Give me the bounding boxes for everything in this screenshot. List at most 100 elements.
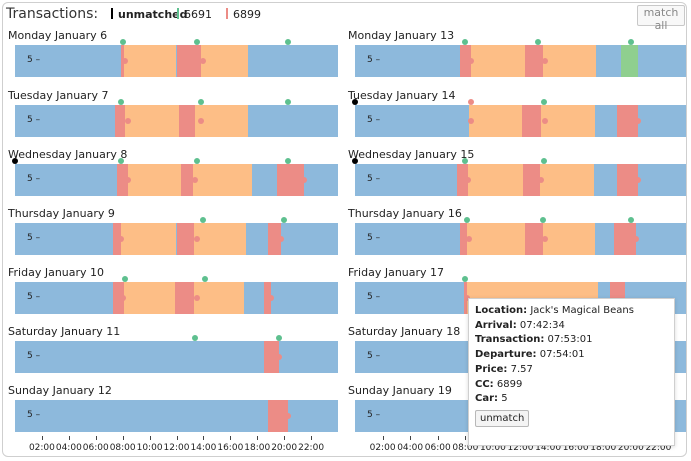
transaction-segment[interactable] — [524, 223, 543, 255]
transaction-dot-6691[interactable] — [627, 217, 634, 223]
transaction-dot-6899[interactable] — [193, 295, 200, 301]
transaction-dot-6899[interactable] — [278, 236, 285, 242]
transaction-segment[interactable] — [459, 45, 471, 77]
transaction-dot-6691[interactable] — [627, 39, 634, 45]
transaction-segment[interactable] — [263, 282, 271, 314]
purchase-segment[interactable] — [195, 105, 248, 137]
transaction-segment[interactable] — [521, 105, 542, 137]
transaction-dot-6899[interactable] — [463, 295, 470, 301]
purchase-segment[interactable] — [128, 164, 181, 196]
transaction-segment[interactable] — [459, 223, 467, 255]
day-timeline[interactable]: 5 – — [355, 217, 686, 255]
transaction-dot-6691[interactable] — [285, 158, 292, 164]
purchase-segment[interactable] — [470, 45, 525, 77]
day-timeline[interactable]: 5 – — [15, 400, 338, 432]
transaction-dot-6691[interactable] — [201, 276, 208, 282]
transaction-dot-6691[interactable] — [200, 217, 207, 223]
transaction-segment[interactable] — [621, 45, 638, 77]
day-timeline[interactable]: 5 – — [12, 158, 338, 196]
transaction-segment[interactable] — [523, 164, 540, 196]
transaction-dot-6691[interactable] — [535, 39, 542, 45]
transaction-segment[interactable] — [176, 45, 201, 77]
transaction-dot-6691[interactable] — [462, 39, 469, 45]
transaction-dot-6899[interactable] — [122, 58, 129, 64]
transaction-segment[interactable] — [263, 341, 279, 373]
transaction-segment[interactable] — [457, 164, 469, 196]
transaction-dot-6899[interactable] — [119, 295, 126, 301]
day-timeline[interactable]: 5 – — [15, 39, 338, 77]
transaction-dot-unmatched[interactable] — [352, 99, 358, 105]
transaction-segment[interactable] — [113, 223, 122, 255]
transaction-dot-6691[interactable] — [463, 217, 470, 223]
transaction-segment[interactable] — [179, 105, 196, 137]
transaction-segment[interactable] — [614, 223, 637, 255]
transaction-segment[interactable] — [268, 400, 289, 432]
purchase-segment[interactable] — [541, 105, 595, 137]
transaction-dot-6899[interactable] — [193, 236, 200, 242]
day-timeline[interactable]: 5 – — [15, 99, 338, 137]
transaction-segment[interactable] — [114, 105, 126, 137]
transaction-dot-6691[interactable] — [122, 276, 129, 282]
transaction-segment[interactable] — [113, 282, 124, 314]
transaction-segment[interactable] — [277, 164, 305, 196]
transaction-dot-6899[interactable] — [465, 177, 472, 183]
transaction-dot-6691[interactable] — [462, 158, 469, 164]
transaction-dot-6899[interactable] — [542, 58, 549, 64]
purchase-segment[interactable] — [192, 164, 252, 196]
day-timeline[interactable]: 5 – — [15, 335, 338, 373]
transaction-dot-6691[interactable] — [540, 99, 547, 105]
day-timeline[interactable]: 5 – — [15, 217, 338, 255]
transaction-segment[interactable] — [175, 282, 194, 314]
transaction-dot-6899[interactable] — [301, 177, 308, 183]
purchase-segment[interactable] — [539, 164, 594, 196]
purchase-segment[interactable] — [466, 223, 525, 255]
transaction-dot-6899[interactable] — [200, 58, 207, 64]
transaction-dot-6899[interactable] — [538, 177, 545, 183]
transaction-segment[interactable] — [617, 105, 638, 137]
transaction-dot-6691[interactable] — [192, 335, 199, 341]
day-timeline[interactable]: 5 – — [15, 276, 338, 314]
transaction-dot-6691[interactable] — [275, 335, 282, 341]
day-timeline[interactable]: 5 – — [352, 99, 686, 137]
purchase-segment[interactable] — [125, 105, 180, 137]
transaction-dot-6899[interactable] — [542, 118, 549, 124]
transaction-dot-6899[interactable] — [467, 99, 474, 105]
transaction-dot-6691[interactable] — [197, 99, 204, 105]
transaction-dot-6899[interactable] — [634, 177, 641, 183]
transaction-dot-6899[interactable] — [125, 177, 132, 183]
purchase-segment[interactable] — [542, 223, 595, 255]
transaction-dot-6899[interactable] — [197, 118, 204, 124]
transaction-dot-6899[interactable] — [118, 236, 125, 242]
match-all-button[interactable]: match all — [637, 5, 685, 32]
transaction-dot-6899[interactable] — [192, 177, 199, 183]
transaction-segment[interactable] — [268, 223, 282, 255]
transaction-dot-6899[interactable] — [275, 354, 282, 360]
transaction-segment[interactable] — [524, 45, 543, 77]
transaction-segment[interactable] — [617, 164, 638, 196]
purchase-segment[interactable] — [121, 223, 177, 255]
transaction-segment[interactable] — [180, 164, 193, 196]
transaction-dot-unmatched[interactable] — [352, 158, 358, 164]
transaction-dot-6691[interactable] — [540, 158, 547, 164]
purchase-segment[interactable] — [542, 45, 597, 77]
transaction-dot-unmatched[interactable] — [12, 158, 18, 164]
transaction-dot-6691[interactable] — [193, 39, 200, 45]
transaction-dot-6899[interactable] — [467, 58, 474, 64]
transaction-dot-6691[interactable] — [119, 39, 126, 45]
purchase-segment[interactable] — [469, 105, 522, 137]
purchase-segment[interactable] — [124, 282, 176, 314]
purchase-segment[interactable] — [193, 282, 244, 314]
transaction-dot-6691[interactable] — [462, 276, 469, 282]
transaction-dot-6691[interactable] — [118, 158, 125, 164]
transaction-segment[interactable] — [117, 164, 129, 196]
transaction-dot-6899[interactable] — [634, 118, 641, 124]
transaction-dot-6691[interactable] — [285, 39, 292, 45]
transaction-dot-6691[interactable] — [281, 217, 288, 223]
transaction-dot-6691[interactable] — [285, 99, 292, 105]
transaction-dot-6899[interactable] — [466, 236, 473, 242]
transaction-dot-6899[interactable] — [633, 236, 640, 242]
purchase-segment[interactable] — [193, 223, 247, 255]
purchase-segment[interactable] — [200, 45, 248, 77]
transaction-segment[interactable] — [176, 223, 194, 255]
transaction-dot-6691[interactable] — [118, 99, 125, 105]
